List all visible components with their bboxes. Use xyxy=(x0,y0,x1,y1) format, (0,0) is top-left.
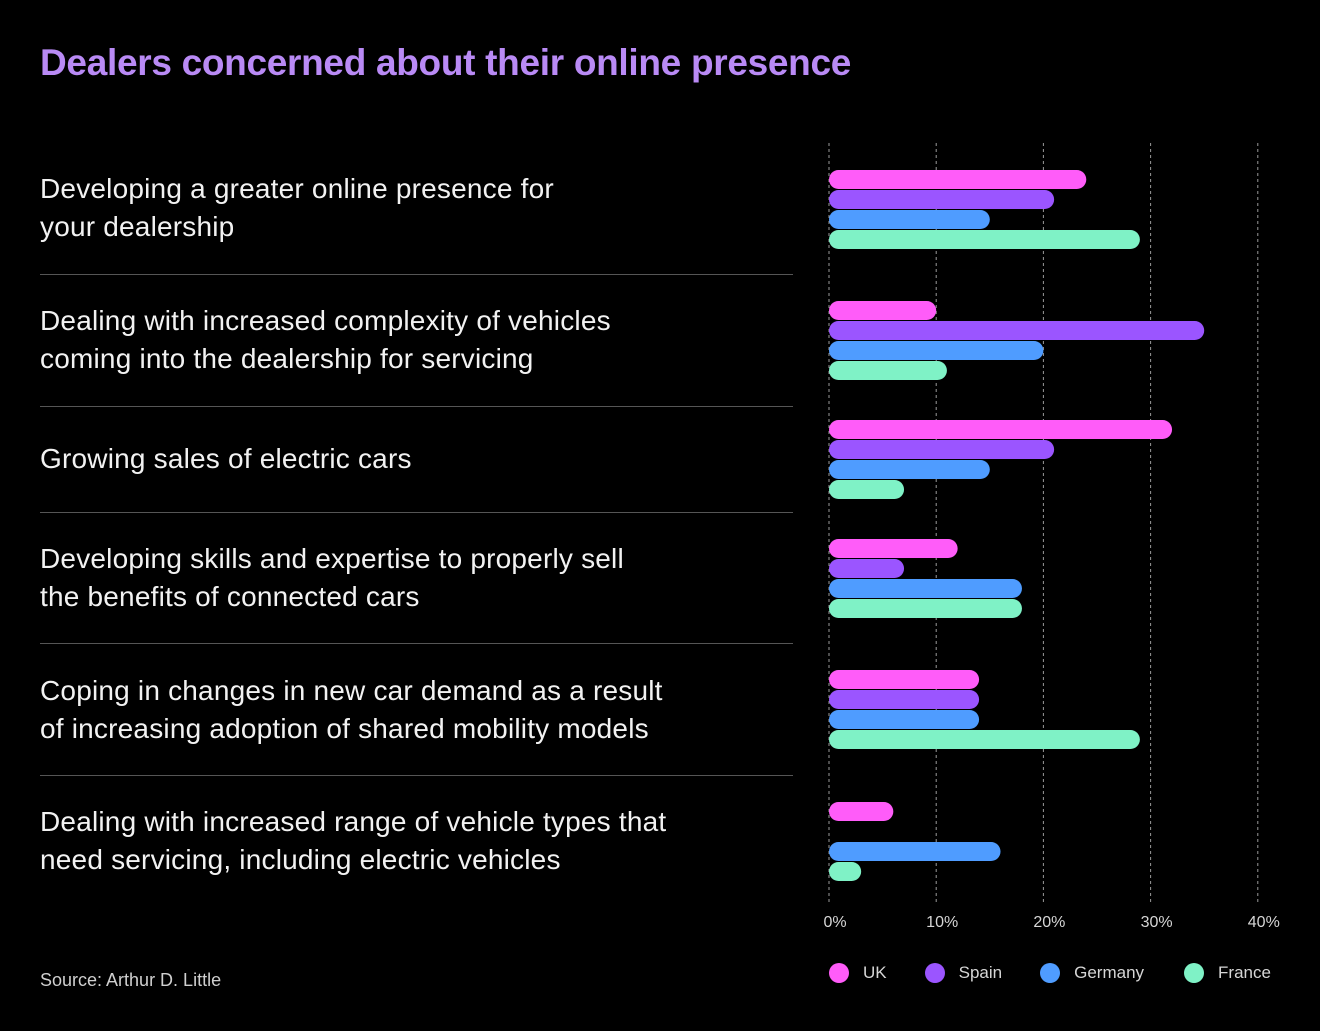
category-label-line: Developing skills and expertise to prope… xyxy=(40,543,624,574)
category-label-line: Developing a greater online presence for xyxy=(40,173,554,204)
category-label: Developing skills and expertise to prope… xyxy=(40,540,793,616)
bar-uk xyxy=(829,170,1087,189)
bar-spain xyxy=(829,321,1205,340)
row-divider xyxy=(40,512,793,513)
legend-item-france: France xyxy=(1184,963,1271,983)
category-label-line: of increasing adoption of shared mobilit… xyxy=(40,713,649,744)
category-label: Dealing with increased complexity of veh… xyxy=(40,302,793,378)
legend-dot-icon xyxy=(924,963,945,983)
row-divider xyxy=(40,775,793,776)
legend-item-germany: Germany xyxy=(1040,963,1144,983)
row-divider xyxy=(40,406,793,407)
bar-france xyxy=(829,480,905,499)
bar-spain xyxy=(829,440,1055,459)
category-label: Coping in changes in new car demand as a… xyxy=(40,672,793,748)
category-label-line: need servicing, including electric vehic… xyxy=(40,844,561,875)
legend-label: UK xyxy=(863,963,887,982)
bar-spain xyxy=(829,690,980,709)
legend-label: France xyxy=(1218,963,1271,982)
legend-item-uk: UK xyxy=(829,963,887,983)
row-divider xyxy=(40,274,793,275)
category-label-line: Dealing with increased range of vehicle … xyxy=(40,806,667,837)
bar-uk xyxy=(829,301,937,320)
legend-dot-icon xyxy=(1184,963,1205,983)
source-note: Source: Arthur D. Little xyxy=(40,970,222,990)
category-label: Developing a greater online presence for… xyxy=(40,170,793,246)
bar-spain xyxy=(829,190,1055,209)
bar-uk xyxy=(829,420,1173,439)
row-divider xyxy=(40,643,793,644)
bar-uk xyxy=(829,670,980,689)
bar-spain xyxy=(829,559,905,578)
legend-label: Germany xyxy=(1074,963,1145,982)
x-tick-label: 40% xyxy=(1248,914,1280,931)
bar-germany xyxy=(829,460,990,479)
x-tick-label: 10% xyxy=(926,914,958,931)
category-label-line: the benefits of connected cars xyxy=(40,581,420,612)
legend-dot-icon xyxy=(1040,963,1061,983)
legend-label: Spain xyxy=(958,963,1003,982)
bar-germany xyxy=(829,842,1001,861)
bar-germany xyxy=(829,210,990,229)
legend: UK Spain Germany France xyxy=(829,963,1271,983)
bar-france xyxy=(829,862,862,881)
category-label-line: Growing sales of electric cars xyxy=(40,443,412,474)
legend-item-spain: Spain xyxy=(924,963,1003,983)
x-tick-label: 30% xyxy=(1141,914,1173,931)
chart-title: Dealers concerned about their online pre… xyxy=(40,42,852,83)
bar-france xyxy=(829,730,1140,749)
bar-uk xyxy=(829,539,958,558)
legend-dot-icon xyxy=(829,963,849,983)
bar-france xyxy=(829,361,947,380)
bar-france xyxy=(829,599,1022,618)
bar-germany xyxy=(829,710,980,729)
category-label: Growing sales of electric cars xyxy=(40,440,793,478)
bar-france xyxy=(829,230,1140,249)
x-tick-label: 20% xyxy=(1033,914,1065,931)
category-label-line: coming into the dealership for servicing xyxy=(40,343,534,374)
bar-germany xyxy=(829,579,1022,598)
category-label-line: Dealing with increased complexity of veh… xyxy=(40,305,611,336)
x-tick-label: 0% xyxy=(823,914,846,931)
category-label-line: Coping in changes in new car demand as a… xyxy=(40,675,663,706)
category-label: Dealing with increased range of vehicle … xyxy=(40,803,793,879)
bar-germany xyxy=(829,341,1044,360)
category-label-line: your dealership xyxy=(40,211,235,242)
bar-uk xyxy=(829,802,894,821)
